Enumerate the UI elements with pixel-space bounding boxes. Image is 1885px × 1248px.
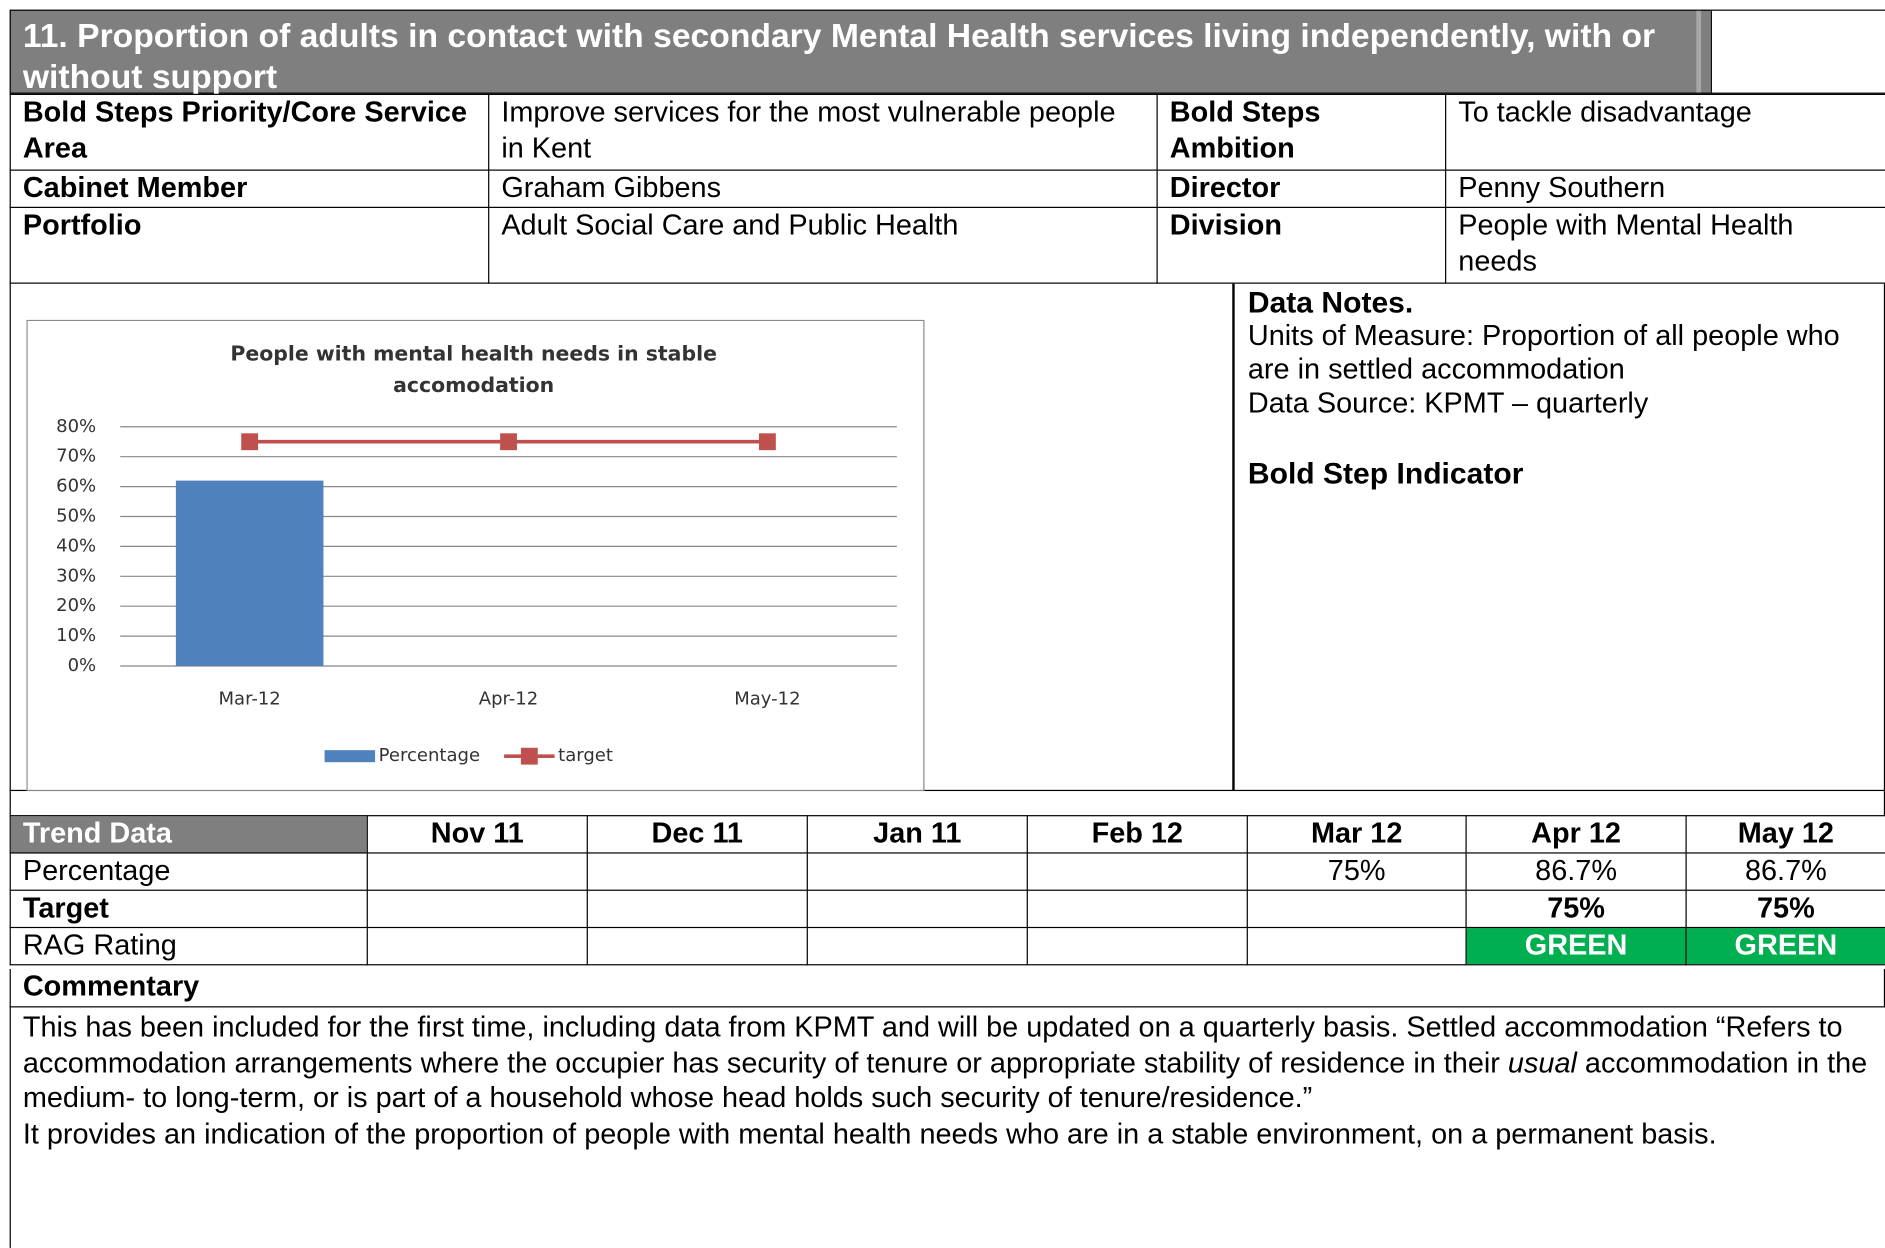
info-cell: Bold Steps Priority/Core Service Area [9,93,490,171]
commentary-body: This has been included for the first tim… [9,1007,1885,1248]
trend-cell [1026,926,1248,966]
info-cell: Cabinet Member [9,169,490,208]
trend-header-cell: Feb 12 [1026,815,1248,854]
title-bar: 11. Proportion of adults in contact with… [9,9,1885,95]
chart-title: People with mental health needs in stabl… [230,342,717,397]
trend-header-cell: Jan 11 [806,815,1028,854]
legend-label: target [558,745,613,766]
spacer [9,791,1885,816]
y-tick-label: 80% [56,416,96,437]
info-cell: Portfolio [9,206,490,284]
info-cell: To tackle disadvantage [1445,93,1885,171]
trend-row: Target 75% 75% [9,889,1885,929]
y-tick-label: 30% [56,565,96,586]
y-tick-label: 0% [68,655,97,676]
y-tick-label: 10% [56,625,96,646]
x-tick-label: Apr-12 [479,689,538,710]
trend-header-cell: Apr 12 [1465,815,1687,854]
marker [758,433,776,451]
info-cell: Graham Gibbens [488,169,1158,208]
trend-cell: 86.7% [1465,852,1687,891]
marker [500,433,517,451]
paragraph: This has been included for the first tim… [23,1010,1873,1116]
trend-cell: 75% [1246,852,1467,891]
commentary-header: Commentary [9,968,1885,1008]
legend-swatch [324,750,376,763]
paragraph: It provides an indication of the proport… [23,1116,1873,1151]
trend-header-cell: Nov 11 [366,815,588,854]
trend-cell [806,852,1028,891]
x-tick-label: May-12 [734,689,800,710]
trend-cell: 86.7% [1685,852,1885,891]
notes-title: Data Notes. [1247,286,1414,320]
notes-units: Units of Measure: Proportion of all peop… [1247,319,1840,386]
trend-label: Percentage [9,852,368,891]
divider [1232,283,1235,792]
trend-header-cell: Mar 12 [1246,815,1467,854]
commentary-title: Commentary [22,970,200,1003]
info-cell: Division [1156,206,1447,284]
blank-box [1710,10,1885,93]
data-notes: Data Notes. Units of Measure: Proportion… [1248,286,1873,490]
trend-cell [1026,889,1248,929]
y-tick-label: 70% [56,446,96,467]
y-tick-label: 60% [56,476,96,497]
separator [1696,10,1702,93]
info-row: Portfolio Adult Social Care and Public He… [9,206,1885,284]
info-row: Bold Steps Priority/Core Service Area Imp… [9,93,1885,171]
notes-indicator: Bold Step Indicator [1247,456,1524,491]
y-tick-label: 40% [56,535,96,556]
chart-row [9,283,1885,792]
text-run: This has been included for the first tim… [22,1011,1843,1079]
trend-cell: 75% [1465,889,1687,929]
trend-header-cell: May 12 [1685,815,1885,854]
trend-cell: GREEN [1465,926,1687,966]
info-table: Bold Steps Priority/Core Service Area Imp… [9,93,1885,284]
info-row: Cabinet Member Graham Gibbens Director Penn… [9,169,1885,208]
info-cell: Bold Steps Ambition [1156,93,1447,171]
trend-cell [586,889,808,929]
trend-cell [1026,852,1248,891]
text-run: It provides an indication of the proport… [22,1117,1717,1150]
trend-row: Percentage 75% 86.7% 86.7% [9,852,1885,891]
trend-cell: GREEN [1685,926,1885,966]
trend-cell [366,852,588,891]
notes-source: Data Source: KPMT – quarterly [1247,387,1649,420]
trend-cell [1246,926,1467,966]
legend-label: Percentage [379,745,480,766]
trend-cell [806,926,1028,966]
legend-swatch [520,747,538,765]
info-cell: People with Mental Health needs [1445,206,1885,284]
chart: People with mental health needs in stabl… [26,319,925,792]
trend-label: Target [9,889,368,929]
info-cell: Director [1156,169,1447,208]
bar [175,480,324,667]
y-tick-label: 20% [56,595,96,616]
trend-header: Trend Data Nov 11 Dec 11 Jan 11 Feb 12 Mar 12… [9,815,1885,854]
trend-cell [366,926,588,966]
info-cell: Adult Social Care and Public Health [488,206,1158,284]
text-run: usual [1507,1046,1577,1079]
info-cell: Penny Southern [1445,169,1885,208]
trend-cell [586,852,808,891]
trend-cell [586,926,808,966]
trend-cell [1246,889,1467,929]
marker [241,433,259,451]
trend-cell [806,889,1028,929]
x-tick-label: Mar-12 [219,689,281,710]
trend-label: RAG Rating [9,926,368,966]
trend-header-cell: Trend Data [9,815,368,854]
trend-header-cell: Dec 11 [586,815,808,854]
trend-cell: 75% [1685,889,1885,929]
trend-table: Trend Data Nov 11 Dec 11 Jan 11 Feb 12 Mar 12… [9,815,1885,966]
text-run: accommodation in the medium- to long-ter… [22,1046,1868,1115]
y-tick-label: 50% [56,505,96,526]
info-cell: Improve services for the most vulnerable… [488,93,1158,171]
trend-cell [366,889,588,929]
title: 11. Proportion of adults in contact with… [22,16,1656,95]
trend-row: RAG Rating GREEN GREEN [9,926,1885,966]
